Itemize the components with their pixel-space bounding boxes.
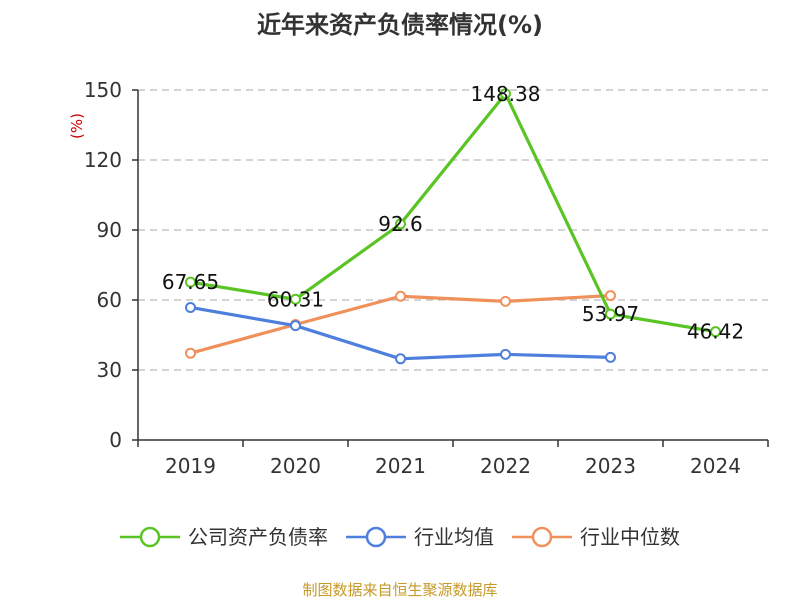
data-point [185,301,196,313]
y-tick-label: 0 [109,428,122,452]
data-point [605,308,616,320]
x-tick-label: 2023 [585,454,636,478]
y-tick-label: 90 [97,218,122,242]
data-point [185,347,196,359]
x-tick-label: 2021 [375,454,426,478]
axes: 0 30 60 90 120 150 2019 2020 2021 2022 2023 2024 [84,78,769,478]
series-line [188,293,613,355]
legend-label: 公司资产负债率 [188,525,328,549]
data-point [605,290,616,302]
data-label: 92.6 [378,212,423,236]
data-label: 67.65 [162,270,219,294]
legend-item: 行业均值 [346,525,494,549]
data-point [185,276,196,288]
data-labels: 67.65 60.31 92.6 148.38 53.97 46.42 [162,82,744,344]
data-point [500,295,511,307]
x-tick-label: 2020 [270,454,321,478]
series-line [188,305,613,361]
y-tick-label: 120 [84,148,122,172]
data-point [710,326,721,338]
data-point [500,88,511,100]
data-label: 60.31 [267,287,324,311]
data-label: 148.38 [471,82,541,106]
data-label: 46.42 [687,320,744,344]
y-tick-label: 150 [84,78,122,102]
series-lines [185,88,721,365]
gridlines [138,89,768,371]
legend-marker [531,526,553,548]
y-tick-label: 30 [97,358,122,382]
y-tick-label: 60 [97,288,122,312]
data-point [395,290,406,302]
legend-marker [365,526,387,548]
legend-marker [139,526,161,548]
legend: 公司资产负债率 行业均值 行业中位数 [120,525,680,549]
data-label: 53.97 [582,302,639,326]
legend-label: 行业均值 [414,525,494,549]
y-axis-label: (%) [68,113,86,139]
data-point [290,320,301,332]
x-tick-label: 2019 [165,454,216,478]
source-note: 制图数据来自恒生聚源数据库 [302,581,497,599]
data-point [500,348,511,360]
legend-item: 公司资产负债率 [120,525,328,549]
data-point [395,218,406,230]
data-point [290,293,301,305]
chart-title: 近年来资产负债率情况(%) [257,11,543,39]
legend-item: 行业中位数 [512,525,680,549]
series-line [188,92,718,334]
legend-label: 行业中位数 [580,525,680,549]
x-tick-label: 2024 [690,454,741,478]
data-point [605,351,616,363]
x-tick-label: 2022 [480,454,531,478]
data-point [395,353,406,365]
